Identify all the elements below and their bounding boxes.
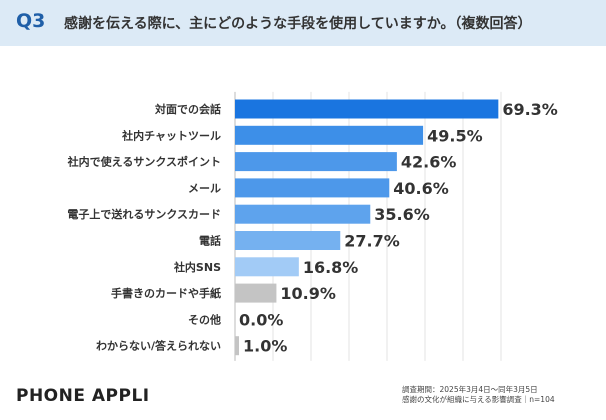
bar xyxy=(235,204,371,224)
question-number: Q3 xyxy=(16,10,46,32)
bar xyxy=(235,283,277,303)
bar xyxy=(235,99,499,119)
bar xyxy=(235,152,397,172)
bar xyxy=(235,336,239,356)
bar-chart: 対面での会話 69.3% 社内チャットツール 49.5% 社内で使えるサンクスポイント 4… xyxy=(67,91,558,361)
brand-logo-text: PHONE APPLI xyxy=(16,386,150,406)
category-label: 電話 xyxy=(199,234,221,248)
category-label: わからない/答えられない xyxy=(96,339,221,353)
bar xyxy=(235,178,390,198)
bar xyxy=(235,231,341,250)
category-label: その他 xyxy=(188,312,221,326)
bar xyxy=(235,125,424,145)
bars xyxy=(235,99,499,356)
category-label: 電子上で送れるサンクスカード xyxy=(67,207,221,221)
labels: 対面での会話 69.3% 社内チャットツール 49.5% 社内で使えるサンクスポイント 4… xyxy=(67,100,558,356)
category-label: 対面での会話 xyxy=(154,102,221,116)
value-label: 40.6% xyxy=(393,179,449,198)
value-label: 10.9% xyxy=(280,284,336,303)
category-label: 手書きのカードや手紙 xyxy=(111,286,221,300)
value-label: 69.3% xyxy=(502,100,558,119)
category-label: メール xyxy=(188,182,221,195)
survey-period: 調査期間：2025年3月4日～同年3月5日 xyxy=(402,385,538,394)
value-label: 0.0% xyxy=(239,310,283,329)
question-text: 感謝を伝える際に、主にどのような手段を使用していますか。（複数回答） xyxy=(64,16,532,32)
value-label: 16.8% xyxy=(303,258,359,277)
category-label: 社内で使えるサンクスポイント xyxy=(67,155,221,169)
value-label: 1.0% xyxy=(243,337,287,356)
value-label: 27.7% xyxy=(344,232,400,251)
value-label: 49.5% xyxy=(427,126,483,145)
survey-info: 調査期間：2025年3月4日～同年3月5日 感謝の文化が組織に与える影響調査｜n… xyxy=(402,385,602,405)
bar xyxy=(235,257,299,277)
value-label: 35.6% xyxy=(374,205,430,224)
category-label: 社内SNS xyxy=(173,260,221,274)
survey-title: 感謝の文化が組織に与える影響調査｜n=104 xyxy=(402,395,555,404)
value-label: 42.6% xyxy=(401,153,457,172)
header-band xyxy=(0,0,606,46)
category-label: 社内チャットツール xyxy=(121,128,221,142)
